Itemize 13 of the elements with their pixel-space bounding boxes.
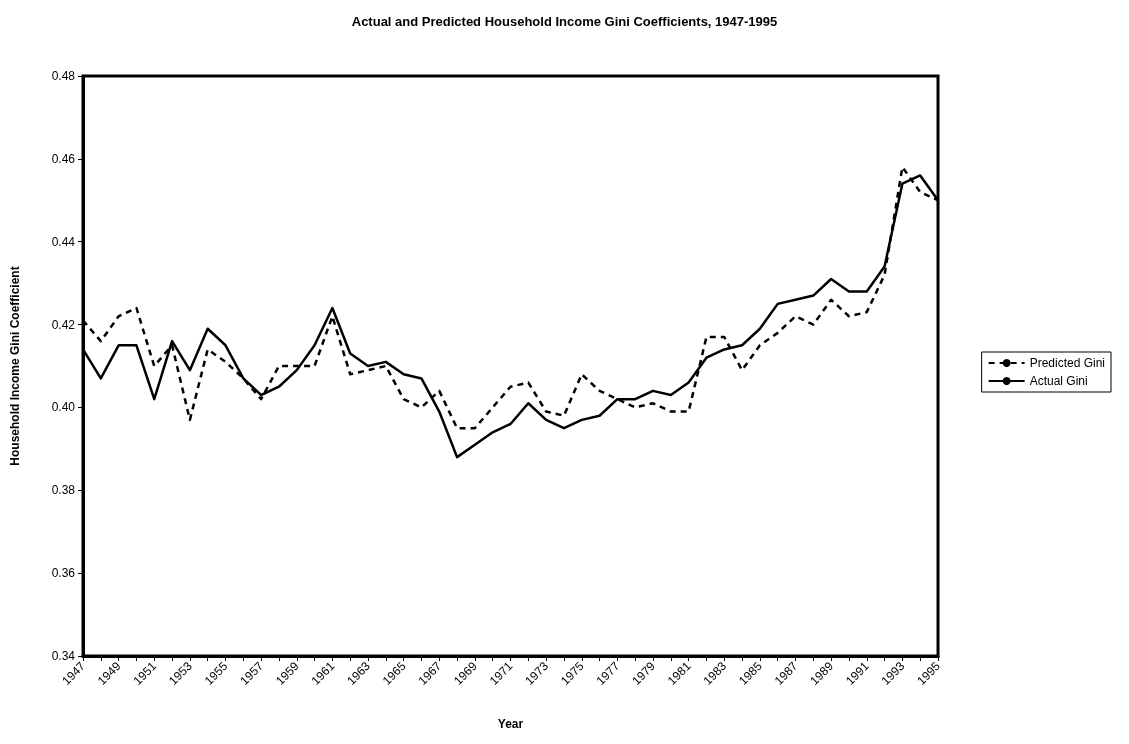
y-tick-label: 0.36 [51, 566, 76, 581]
y-tick-label: 0.42 [51, 317, 76, 332]
y-tick-label: 0.40 [51, 400, 76, 415]
y-axis-title: Household Income Gini Coefficient [8, 266, 22, 466]
x-axis-title: Year [497, 717, 524, 731]
y-tick-label: 0.34 [51, 649, 76, 663]
y-tick-label: 0.48 [51, 69, 76, 83]
y-tick-label: 0.46 [51, 151, 76, 166]
legend-label: Predicted Gini [1029, 356, 1106, 370]
y-tick-label: 0.44 [51, 234, 76, 249]
chart-title: Actual and Predicted Household Income Gini Coefficients, 1947-1995 [351, 14, 778, 29]
y-tick-label: 0.38 [51, 483, 76, 498]
legend-label: Actual Gini [1029, 374, 1088, 388]
